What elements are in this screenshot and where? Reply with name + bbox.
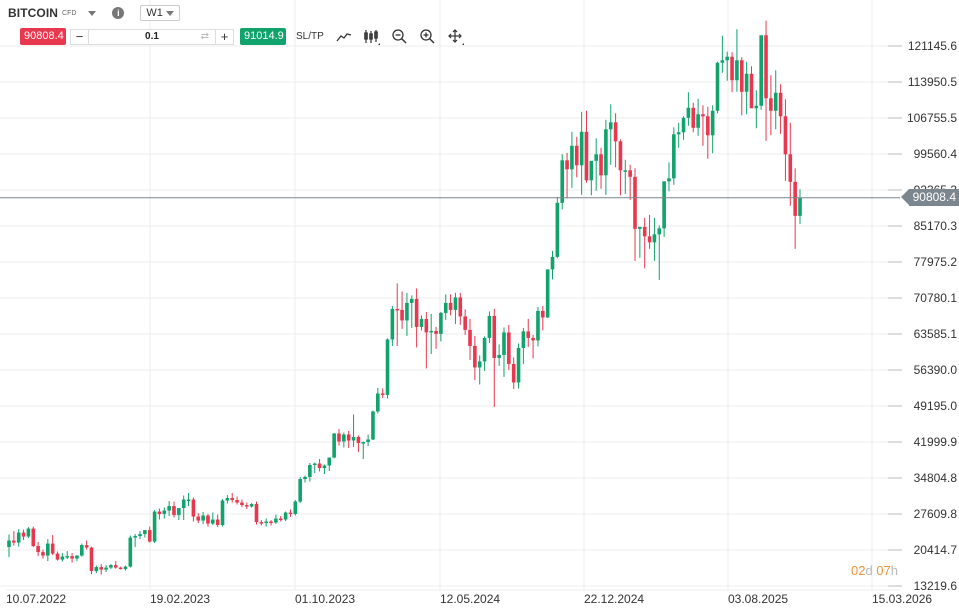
price-tick-label: 63585.1: [913, 327, 957, 341]
zoom-out-icon[interactable]: [392, 29, 408, 45]
price-tick-label: 20414.7: [913, 543, 957, 557]
buy-button[interactable]: 91014.9: [240, 28, 286, 45]
trade-panel: 90808.4 − 0.1 ⇄ + 91014.9 SL/TP: [20, 28, 464, 45]
time-tick-label: 15.03.2026: [872, 592, 933, 606]
price-tick-label: 121145.6: [907, 39, 957, 53]
instrument-type: CFD: [62, 9, 77, 17]
price-tick-label: 113950.5: [907, 75, 957, 89]
price-tick-label: 106755.5: [906, 111, 957, 125]
price-tick-label: 49195.0: [913, 399, 957, 413]
volume-value: 0.1: [145, 30, 159, 42]
candlestick-icon[interactable]: [363, 29, 380, 45]
price-tick-label: 41999.9: [913, 435, 957, 449]
symbol-dropdown-icon[interactable]: [88, 10, 97, 16]
crosshair-icon[interactable]: [447, 28, 464, 45]
countdown-hours-unit: h: [890, 563, 898, 578]
line-chart-icon[interactable]: [336, 29, 352, 45]
increase-volume-button[interactable]: +: [220, 28, 229, 44]
current-price-tag: 90808.4: [900, 189, 959, 207]
time-tick-label: 22.12.2024: [584, 592, 645, 606]
symbol-name[interactable]: BITCOIN: [8, 6, 59, 20]
zoom-in-icon[interactable]: [420, 29, 436, 45]
volume-stepper: − 0.1 ⇄ +: [70, 28, 234, 45]
timeframe-select[interactable]: W1: [140, 5, 181, 21]
sell-button[interactable]: 90808.4: [20, 28, 66, 45]
swap-icon[interactable]: ⇄: [200, 30, 209, 42]
time-tick-label: 10.07.2022: [6, 592, 67, 606]
countdown-hours: 07: [876, 563, 891, 578]
countdown-days: 02: [850, 563, 866, 578]
price-tick-label: 56390.0: [913, 363, 957, 377]
time-tick-label: 12.05.2024: [440, 592, 501, 606]
candle-series: [7, 20, 802, 575]
candle-countdown: 02d 07h: [851, 563, 898, 578]
info-icon[interactable]: i: [112, 7, 125, 19]
price-tick-label: 27609.8: [913, 507, 957, 521]
price-tick-label: 99560.4: [913, 147, 957, 161]
grid-lines: [0, 0, 902, 591]
timeframe-value: W1: [146, 7, 163, 19]
volume-input[interactable]: 0.1 ⇄: [88, 29, 216, 44]
decrease-volume-button[interactable]: −: [75, 28, 84, 44]
time-tick-label: 03.08.2025: [728, 592, 789, 606]
price-tick-label: 34804.8: [913, 471, 957, 485]
price-tick-label: 85170.3: [913, 219, 957, 233]
price-tick-label: 70780.1: [913, 291, 957, 305]
price-tick-label: 77975.2: [913, 255, 957, 269]
countdown-days-unit: d: [865, 563, 873, 578]
time-tick-label: 01.10.2023: [295, 592, 356, 606]
chevron-down-icon: [166, 10, 175, 16]
time-tick-label: 19.02.2023: [150, 592, 211, 606]
sltp-button[interactable]: SL/TP: [296, 31, 324, 42]
price-tick-label: 13219.6: [913, 579, 957, 593]
symbol-header: BITCOIN CFD i W1: [8, 4, 181, 22]
